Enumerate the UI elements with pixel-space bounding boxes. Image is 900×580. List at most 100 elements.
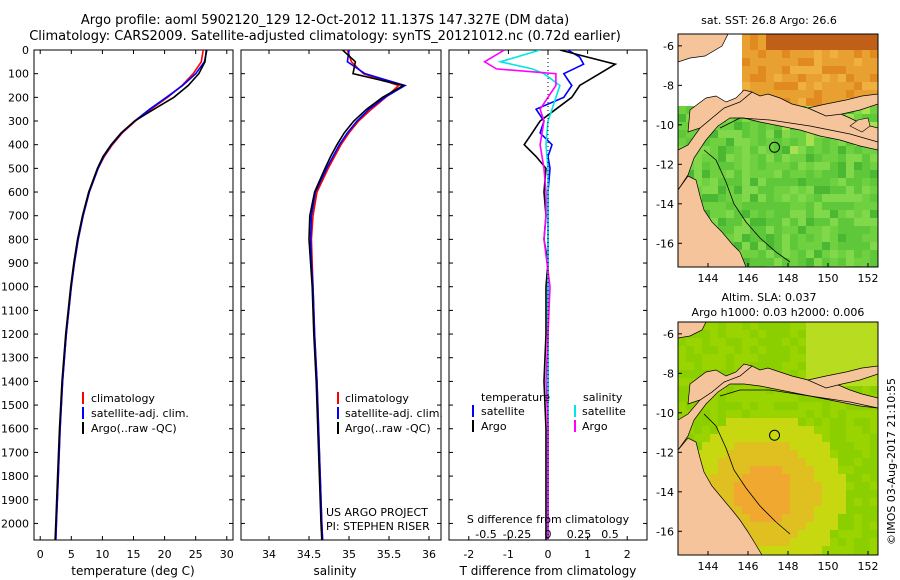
sst-cell [750, 226, 758, 234]
sla-cell [854, 546, 862, 554]
sla-cell [726, 474, 734, 482]
sla-cell [742, 394, 750, 402]
sst-cell [854, 202, 862, 210]
sla-cell [846, 338, 854, 346]
sst-cell [854, 66, 862, 74]
sla-cell [822, 322, 830, 330]
sst-cell [790, 98, 798, 106]
sst-cell [782, 194, 790, 202]
sla-cell [694, 434, 702, 442]
sst-cell [870, 226, 878, 234]
sst-cell [702, 186, 710, 194]
sla-cell [862, 426, 870, 434]
sla-cell [734, 410, 742, 418]
salinity-panel-frame [240, 49, 442, 541]
sst-cell [782, 242, 790, 250]
sst-cell [790, 42, 798, 50]
sla-cell [678, 362, 686, 370]
sst-cell [870, 234, 878, 242]
sla-cell [758, 506, 766, 514]
sst-cell [742, 186, 750, 194]
sla-cell [838, 434, 846, 442]
sla-cell [718, 442, 726, 450]
sst-cell [750, 218, 758, 226]
sst-cell [830, 218, 838, 226]
sst-cell [870, 42, 878, 50]
series-line-climatology [55, 50, 204, 540]
sla-cell [718, 458, 726, 466]
sla-cell [798, 530, 806, 538]
map-x-tick-label: 144 [698, 272, 719, 285]
sla-cell [806, 426, 814, 434]
sla-cell [702, 330, 710, 338]
sla-cell [814, 402, 822, 410]
sst-cell [766, 250, 774, 258]
sst-cell [702, 202, 710, 210]
land-islands [806, 93, 878, 117]
depth-tick-label: 500 [8, 162, 29, 175]
sla-cell [710, 474, 718, 482]
land-gulf-papua [687, 89, 753, 133]
sla-cell [798, 514, 806, 522]
sst-cell [798, 178, 806, 186]
sla-cell [806, 354, 814, 362]
sla-cell [862, 434, 870, 442]
sla-cell [790, 450, 798, 458]
sst-cell [758, 178, 766, 186]
sla-cell [862, 322, 870, 330]
sst-cell [862, 66, 870, 74]
sst-cell [742, 178, 750, 186]
sla-cell [838, 506, 846, 514]
sla-cell [806, 322, 814, 330]
x-tick-label: -1 [503, 548, 514, 561]
sla-cell [870, 458, 878, 466]
sla-cell [686, 370, 694, 378]
sst-cell [766, 194, 774, 202]
sla-cell [790, 362, 798, 370]
sla-cell [750, 514, 758, 522]
sst-cell [854, 250, 862, 258]
sst-cell [806, 34, 814, 42]
sst-cell [774, 258, 782, 266]
sla-cell [782, 434, 790, 442]
sst-cell [686, 170, 694, 178]
sla-cell [702, 410, 710, 418]
sst-cell [806, 154, 814, 162]
sla-cell [870, 354, 878, 362]
land-gulf-papua [687, 363, 753, 405]
sla-cell [774, 426, 782, 434]
sla-cell [694, 338, 702, 346]
sst-cell [710, 178, 718, 186]
sla-cell [830, 538, 838, 546]
sla-cell [686, 346, 694, 354]
sla-cell [750, 482, 758, 490]
sla-cell [686, 362, 694, 370]
sst-cell [782, 250, 790, 258]
sla-cell [846, 354, 854, 362]
sla-cell [774, 322, 782, 330]
shelf-contour [719, 389, 878, 409]
sla-cell [822, 482, 830, 490]
sst-cell [782, 202, 790, 210]
sla-cell [710, 442, 718, 450]
sst-cell [814, 82, 822, 90]
sla-cell [830, 530, 838, 538]
sla-cell [822, 370, 830, 378]
sla-cell [790, 482, 798, 490]
map-x-tick-label: 150 [818, 560, 839, 573]
reef-contour [703, 149, 791, 263]
sst-cell [774, 218, 782, 226]
sla-cell [742, 506, 750, 514]
sla-cell [798, 354, 806, 362]
sst-cell [798, 162, 806, 170]
sst-cell [854, 186, 862, 194]
sst-cell [862, 178, 870, 186]
sst-cell [854, 146, 862, 154]
sla-cell [790, 506, 798, 514]
sla-cell [798, 442, 806, 450]
sla-cell [870, 514, 878, 522]
sst-cell [750, 58, 758, 66]
sst-cell [782, 218, 790, 226]
sst-cell [758, 194, 766, 202]
sla-cell [846, 418, 854, 426]
